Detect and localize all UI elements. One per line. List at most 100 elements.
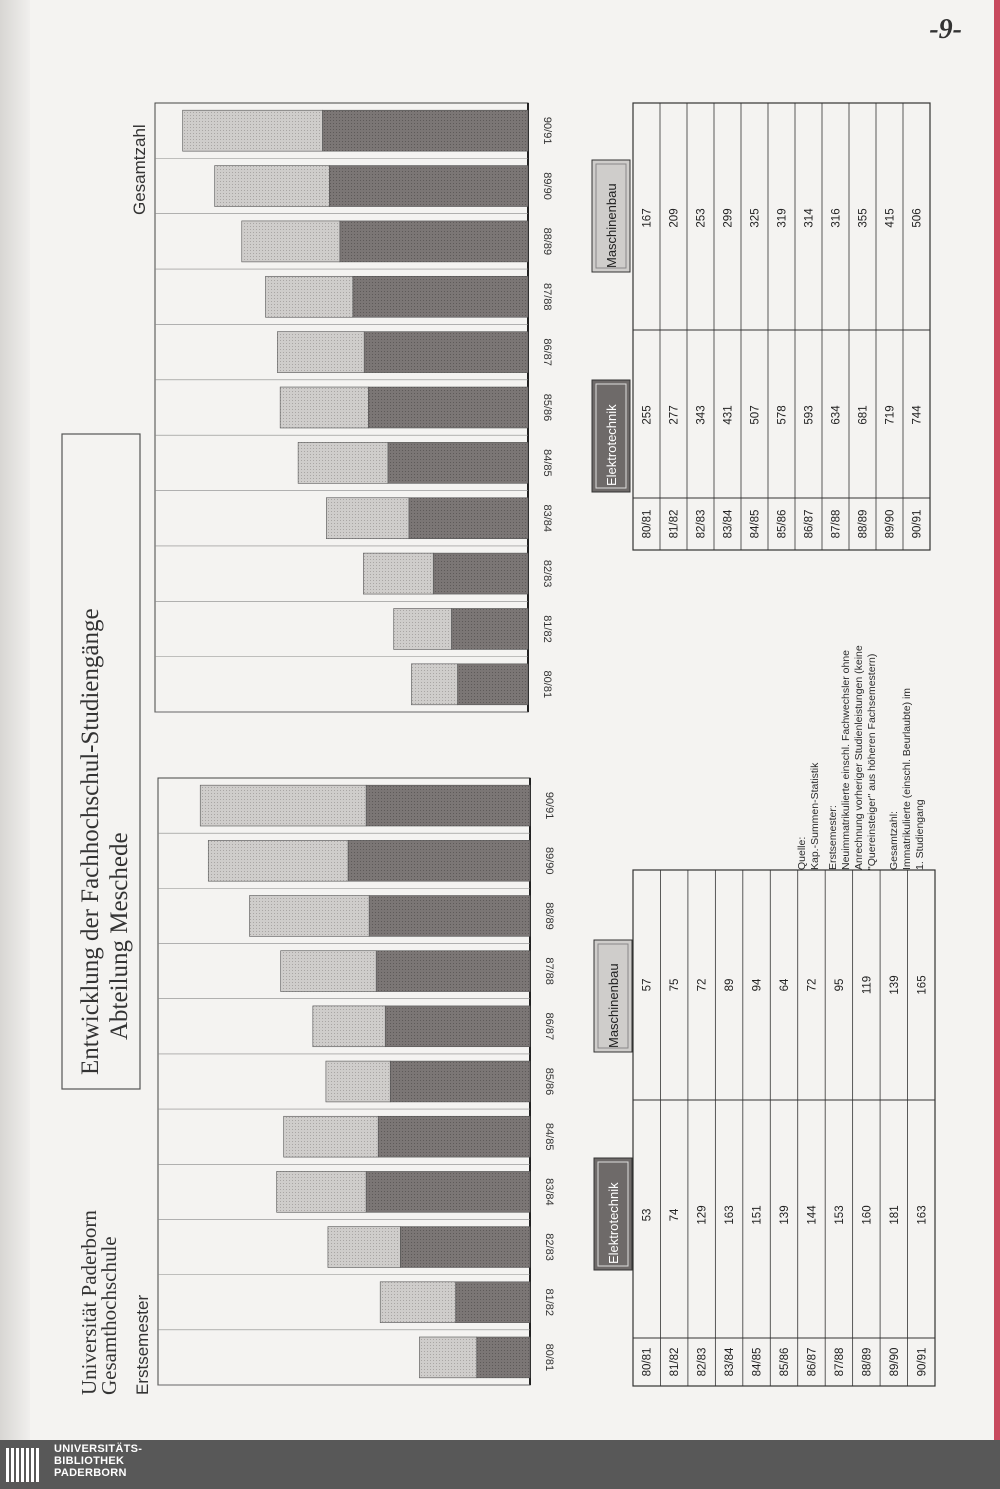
bar-elektrotechnik <box>368 895 531 937</box>
bar-elektrotechnik <box>476 1336 531 1379</box>
table-cell: 64 <box>779 978 791 991</box>
notes: Quelle: Kap.-Summen-Statistik Erstsemest… <box>796 645 926 870</box>
page: -9- Universität Paderborn Gesamthochschu… <box>0 0 1000 1440</box>
note-erstsemester-3: "Quereinsteiger" aus höheren Fachsemeste… <box>866 654 878 870</box>
table-erstsemester: 80/81 53 57 81/82 74 75 82/83 129 72 83/84 163 89 84… <box>632 869 936 1387</box>
table-cell: 319 <box>777 208 789 227</box>
tick-label: 88/89 <box>541 228 553 256</box>
table-cell: 139 <box>779 1205 791 1224</box>
table-cell: 94 <box>752 978 764 991</box>
university-name: Universität Paderborn <box>77 1210 101 1395</box>
page-edge <box>994 0 1000 1440</box>
table-cell: 81/82 <box>669 1348 681 1377</box>
table-cell: 578 <box>777 405 789 424</box>
tick-label: 87/88 <box>543 957 555 985</box>
table-cell: 57 <box>642 979 654 992</box>
table-cell: 129 <box>697 1205 709 1224</box>
table-cell: 343 <box>696 405 708 424</box>
library-footer: UNIVERSITÄTS- BIBLIOTHEK PADERBORN <box>0 1440 1000 1489</box>
bar-maschinenbau <box>277 331 365 373</box>
table-cell: 299 <box>723 208 735 227</box>
table-cell: 74 <box>669 1208 681 1221</box>
table-cell: 95 <box>834 979 846 992</box>
tick-label: 81/82 <box>543 1288 555 1316</box>
table-cell: 87/88 <box>831 510 843 539</box>
bar-maschinenbau <box>241 220 341 263</box>
legend-maschinen-right: Maschinenbau <box>591 159 631 273</box>
table-gesamtzahl: 80/81 255 167 81/82 277 209 82/83 343 253 83/84 43… <box>632 102 931 551</box>
table-cell: 87/88 <box>834 1348 846 1377</box>
table-cell: 83/84 <box>724 1347 736 1376</box>
table-cell: 89 <box>724 979 736 992</box>
tick-label: 80/81 <box>541 671 553 699</box>
table-cell: 744 <box>912 405 924 425</box>
table-cell: 84/85 <box>750 510 762 539</box>
bar-elektrotechnik <box>329 165 529 207</box>
statistics-figure: Universität Paderborn Gesamthochschule E… <box>61 102 936 1395</box>
bar-maschinenbau <box>280 950 377 992</box>
table-cell: 80/81 <box>642 1348 654 1377</box>
tick-label: 87/88 <box>541 283 553 311</box>
bar-maschinenbau <box>327 1226 401 1268</box>
bar-maschinenbau <box>283 1115 379 1158</box>
bar-maschinenbau <box>265 275 354 318</box>
bar-maschinenbau <box>297 442 389 484</box>
bar-maschinenbau <box>207 840 349 882</box>
table-cell: 144 <box>806 1205 818 1225</box>
bar-maschinenbau <box>325 1060 391 1103</box>
table-cell: 72 <box>697 979 709 992</box>
chart-erstsemester: 80/81 81/82 82/83 83/84 84/85 85/86 86/87 87/88… <box>157 777 555 1386</box>
table-cell: 90/91 <box>912 510 924 539</box>
note-erstsemester-title: Erstsemester: <box>827 805 839 870</box>
bar-elektrotechnik <box>408 497 529 540</box>
table-cell: 634 <box>831 405 843 425</box>
table-cell: 119 <box>861 976 873 994</box>
bar-maschinenbau <box>276 1171 367 1213</box>
tick-label: 90/91 <box>541 117 553 145</box>
note-gesamt-title: Gesamtzahl: <box>888 811 900 870</box>
note-erstsemester-1: Neuimmatrikulierte einschl. Fachwechsler… <box>840 650 852 870</box>
tick-label: 86/87 <box>541 338 553 366</box>
bar-elektrotechnik <box>384 1005 531 1048</box>
table-cell: 163 <box>724 1205 736 1224</box>
tick-label: 80/81 <box>543 1344 555 1372</box>
bar-elektrotechnik <box>368 386 529 429</box>
table-cell: 89/90 <box>885 510 897 539</box>
table-cell: 163 <box>916 1205 928 1224</box>
table-cell: 88/89 <box>861 1348 873 1377</box>
tick-label: 81/82 <box>541 615 553 643</box>
table-cell: 165 <box>916 975 928 994</box>
bar-elektrotechnik <box>455 1281 531 1323</box>
tick-label: 88/89 <box>543 902 555 930</box>
bar-elektrotechnik <box>377 1115 531 1158</box>
bar-elektrotechnik <box>400 1226 531 1268</box>
table-cell: 719 <box>885 405 897 424</box>
bar-maschinenbau <box>312 1005 386 1048</box>
bar-maschinenbau <box>199 784 367 827</box>
tick-label: 84/85 <box>541 449 553 477</box>
note-gesamt-1: Immatrikulierte (einschl. Beurlaubte) im <box>901 688 913 870</box>
bar-maschinenbau <box>379 1281 456 1323</box>
chart-title-gesamtzahl: Gesamtzahl <box>130 124 149 215</box>
table-cell: 167 <box>642 208 654 227</box>
table-cell: 593 <box>804 405 816 424</box>
chart-gesamtzahl: 80/81 81/82 82/83 83/84 84/85 85/86 86/87 87/88… <box>154 102 553 713</box>
table-cell: 72 <box>806 979 818 992</box>
tick-label: 85/86 <box>543 1068 555 1096</box>
table-frame <box>632 869 936 1387</box>
note-erstsemester-2: Anrechnung vorheriger Studienleistungen … <box>853 645 865 870</box>
tick-label: 90/91 <box>543 792 555 820</box>
bar-elektrotechnik <box>387 442 529 484</box>
table-cell: 209 <box>669 208 681 227</box>
table-cell: 506 <box>912 208 924 227</box>
tick-label: 85/86 <box>541 394 553 422</box>
table-cell: 86/87 <box>804 510 816 539</box>
bar-elektrotechnik <box>322 109 529 152</box>
note-gesamt-2: 1. Studiengang <box>914 799 926 870</box>
table-cell: 355 <box>858 208 870 227</box>
legend-label-elektro: Elektrotechnik <box>606 1182 621 1264</box>
title-box <box>61 433 141 1090</box>
table-cell: 88/89 <box>858 510 870 539</box>
tick-label: 89/90 <box>541 172 553 200</box>
table-cell: 53 <box>642 1209 654 1222</box>
